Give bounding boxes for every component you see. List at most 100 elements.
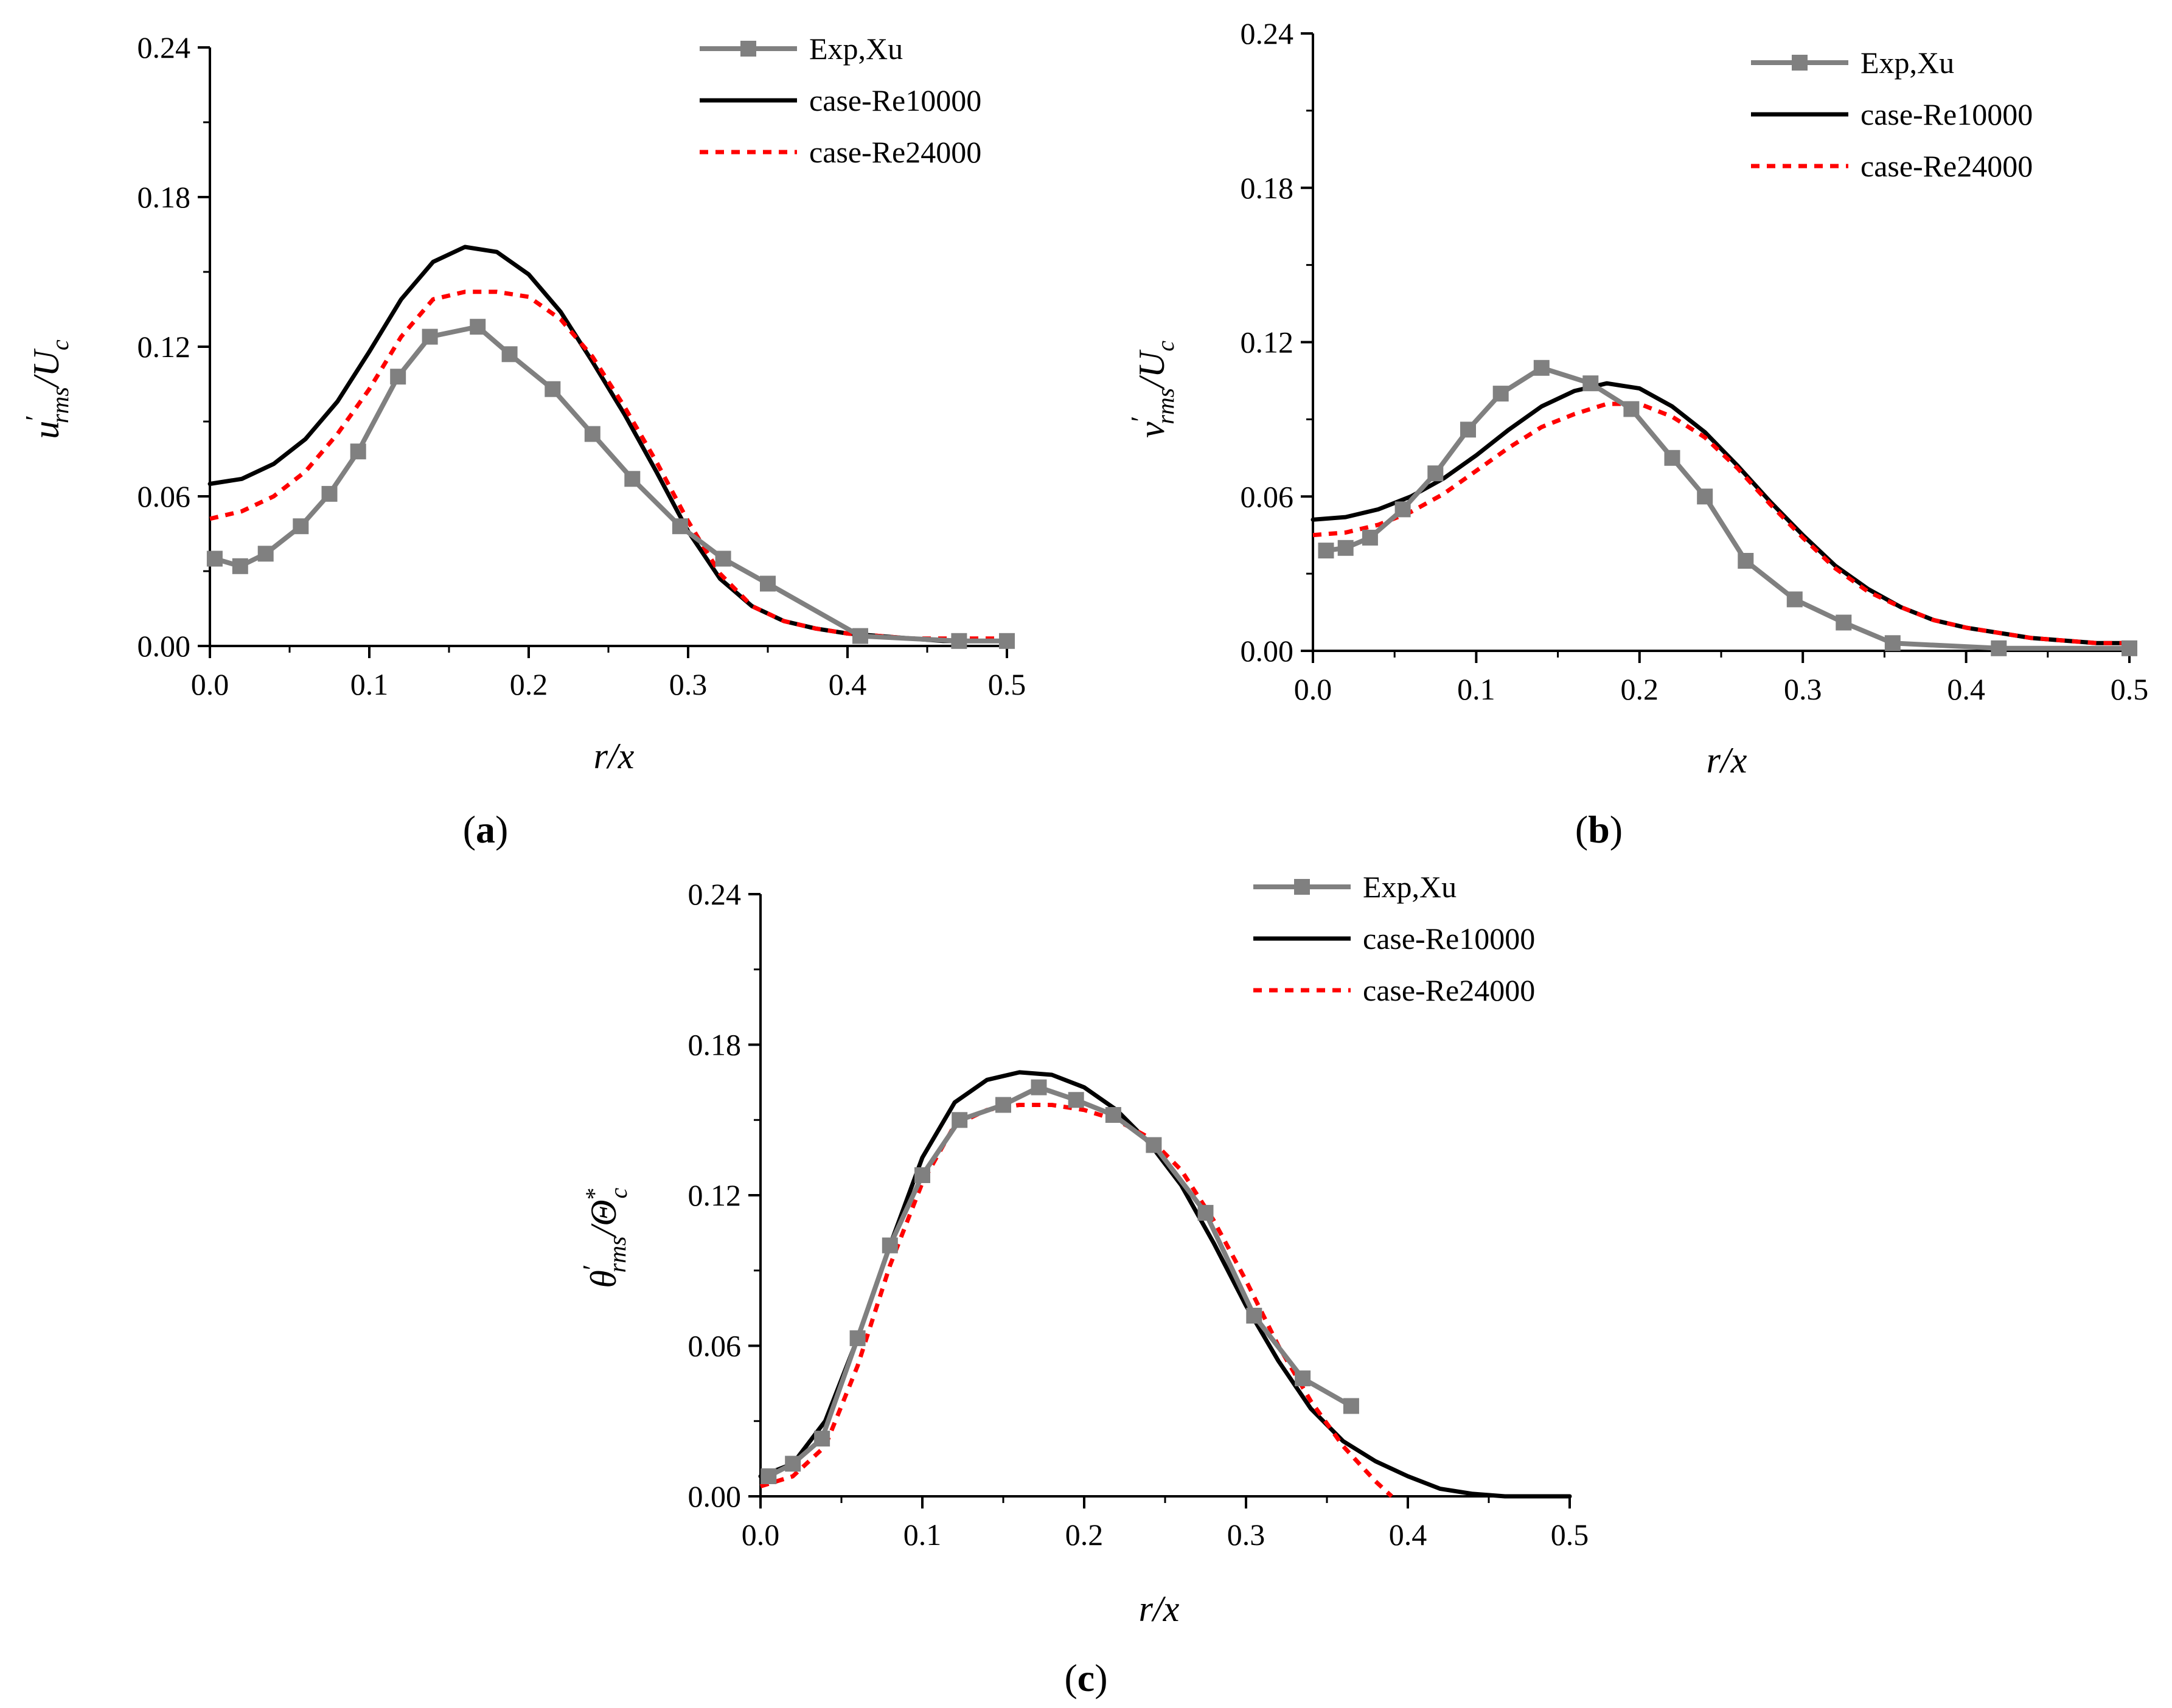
panel-b-xlabel: r/x: [1707, 740, 1747, 780]
panel-a-series-exp-marker: [715, 550, 731, 567]
panel-c-series-exp-marker: [785, 1456, 801, 1472]
panel-a-x-tick-label: 0.2: [510, 667, 548, 701]
panel-c: 0.0 0.1 0.2 0.3 0.4 0.5 0.00 0.06 0.12 0.18 0.24 Ex…: [577, 870, 1589, 1699]
panel-a-legend-marker-exp: [740, 41, 756, 57]
panel-b-legend-label-re24000: case-Re24000: [1860, 149, 2033, 183]
panel-c-x-tick-label: 0.0: [742, 1518, 780, 1552]
panel-a-legend-label-re10000: case-Re10000: [809, 83, 981, 117]
panel-c-legend: Exp,Xu case-Re10000 case-Re24000: [1253, 870, 1535, 1007]
panel-b-series-exp-marker: [1991, 640, 2007, 656]
panel-a-plot: 0.0 0.1 0.2 0.3 0.4 0.5 0.00 0.06 0.12 0.18 0.24 Ex…: [137, 30, 1026, 701]
panel-c-y-tick-label: 0.12: [688, 1178, 742, 1212]
panel-c-x-tick-label: 0.2: [1065, 1518, 1104, 1552]
panel-b-ylabel-sub: rms: [1152, 388, 1179, 425]
panel-c-x-tick-label: 0.4: [1389, 1518, 1427, 1552]
panel-b-y-tick-label: 0.24: [1241, 16, 1294, 50]
panel-b-plot: 0.0 0.1 0.2 0.3 0.4 0.5 0.00 0.06 0.12 0.18 0.24 Ex…: [1241, 16, 2149, 706]
panel-c-xlabel: r/x: [1139, 1589, 1180, 1629]
panel-a-series-exp-marker: [760, 575, 776, 592]
panel-b-series-exp-marker: [1533, 359, 1550, 376]
panel-a-ylabel-sub2: c: [46, 339, 74, 350]
panel-c-series-exp-marker: [1031, 1079, 1047, 1095]
panel-a-y-tick-label: 0.00: [137, 629, 191, 663]
panel-a-series-re24000-line: [209, 290, 1007, 641]
panel-a-x-tick-label: 0.5: [988, 667, 1026, 701]
panel-a-series-exp-marker: [321, 485, 338, 502]
panel-c-series-exp-marker: [849, 1330, 866, 1347]
panel-b-y-tick-label: 0.18: [1241, 171, 1294, 205]
panel-b-legend-label-exp: Exp,Xu: [1860, 46, 1954, 80]
panel-a-x-tick-label: 0.4: [829, 667, 867, 701]
panel-a-y-tick-label: 0.24: [137, 30, 191, 64]
panel-a-series-exp-marker: [501, 346, 518, 363]
panel-c-ylabel-rest: /Θ: [583, 1199, 624, 1238]
panel-a-y-tick-label: 0.12: [137, 330, 191, 364]
panel-b-label: (b): [1575, 808, 1623, 851]
panel-b-y-tick-label: 0.00: [1241, 634, 1294, 668]
panel-a-series-exp-marker: [852, 628, 868, 644]
panel-c-ylabel-base: θ: [583, 1270, 624, 1288]
panel-c-plot: 0.0 0.1 0.2 0.3 0.4 0.5 0.00 0.06 0.12 0.18 0.24 Ex…: [688, 870, 1589, 1552]
panel-a-label: (a): [463, 808, 509, 851]
panel-c-series-exp-marker: [1197, 1204, 1214, 1221]
panel-a-x-tick-label: 0.0: [191, 667, 229, 701]
panel-b-series-exp-marker: [1836, 614, 1852, 631]
panel-b-y-tick-label: 0.12: [1241, 325, 1294, 359]
panel-c-series-exp-marker: [761, 1468, 777, 1484]
panel-b-series-exp-marker: [1786, 591, 1803, 608]
panel-c-y-tick-label: 0.18: [688, 1028, 742, 1062]
panel-c-series-exp-marker: [1246, 1308, 1262, 1324]
panel-c-x-tick-label: 0.5: [1551, 1518, 1589, 1552]
panel-b-x-tick-label: 0.4: [1947, 672, 1985, 706]
panel-a-series-exp-marker: [470, 319, 486, 335]
panel-c-series-exp-marker: [1105, 1107, 1121, 1123]
panel-c-legend-label-exp: Exp,Xu: [1363, 870, 1457, 904]
panel-a-series-exp-line: [212, 324, 1009, 644]
panel-b-series-exp-marker: [1664, 450, 1680, 466]
panel-c-ylabel-sub2: c: [605, 1187, 632, 1198]
panel-a-ylabel-base: u: [26, 421, 66, 439]
panel-b-series-exp-marker: [1738, 553, 1754, 569]
panel-b-series-exp-marker: [1623, 401, 1640, 417]
panel-c-label: (c): [1064, 1656, 1107, 1699]
panel-b-ylabel-rest: /U: [1132, 349, 1172, 390]
panel-c-series-exp-marker: [995, 1097, 1011, 1113]
panel-b-x-tick-label: 0.1: [1457, 672, 1495, 706]
panel-a-legend-label-re24000: case-Re24000: [809, 135, 981, 169]
panel-c-series-re24000-line: [759, 1103, 1393, 1498]
panel-b-y-tick-label: 0.06: [1241, 479, 1294, 513]
panel-a-series-exp-marker: [584, 426, 600, 442]
panel-a-series-exp-marker: [951, 633, 967, 649]
panel-c-y-tick-label: 0.00: [688, 1479, 742, 1513]
panel-c-series-exp-marker: [882, 1237, 898, 1254]
panel-c-x-tick-label: 0.3: [1227, 1518, 1265, 1552]
panel-b-legend-marker-exp: [1792, 55, 1808, 71]
panel-b: 0.0 0.1 0.2 0.3 0.4 0.5 0.00 0.06 0.12 0.18 0.24 Ex…: [1126, 16, 2148, 851]
panel-b-series-re10000-line: [1311, 381, 2132, 645]
panel-b-series-exp-marker: [1394, 501, 1411, 518]
panel-a-series-exp-marker: [232, 558, 248, 574]
panel-c-y-tick-label: 0.24: [688, 877, 742, 911]
panel-b-series-exp-marker: [1460, 422, 1476, 438]
panel-b-x-tick-label: 0.2: [1621, 672, 1659, 706]
panel-b-series-exp-marker: [1318, 543, 1334, 559]
panel-c-series-exp-marker: [952, 1112, 968, 1128]
panel-a-series-exp-marker: [390, 369, 406, 385]
panel-b-legend: Exp,Xu case-Re10000 case-Re24000: [1751, 46, 2033, 183]
panel-b-series-exp-marker: [1884, 635, 1901, 651]
panel-c-legend-label-re24000: case-Re24000: [1363, 973, 1535, 1007]
panel-c-series-exp-marker: [814, 1431, 830, 1447]
panel-a-series-exp-marker: [293, 518, 309, 535]
panel-c-series-re10000-line: [758, 1070, 1572, 1499]
panel-b-series-re24000-line: [1312, 401, 2129, 645]
panel-a-x-tick-label: 0.3: [669, 667, 708, 701]
panel-a-series-exp-marker: [350, 443, 366, 460]
panel-c-series-exp-marker: [1343, 1398, 1359, 1414]
panel-b-series-exp-line: [1323, 365, 2132, 651]
panel-c-ylabel-prime: ′: [577, 1264, 607, 1270]
panel-c-series-exp-marker: [1068, 1092, 1084, 1108]
panel-c-ylabel: θ′rms/Θ*c: [577, 1187, 632, 1288]
panel-c-series-exp-line: [766, 1085, 1354, 1479]
panel-a: 0.0 0.1 0.2 0.3 0.4 0.5 0.00 0.06 0.12 0.18 0.24 Ex…: [20, 30, 1026, 851]
